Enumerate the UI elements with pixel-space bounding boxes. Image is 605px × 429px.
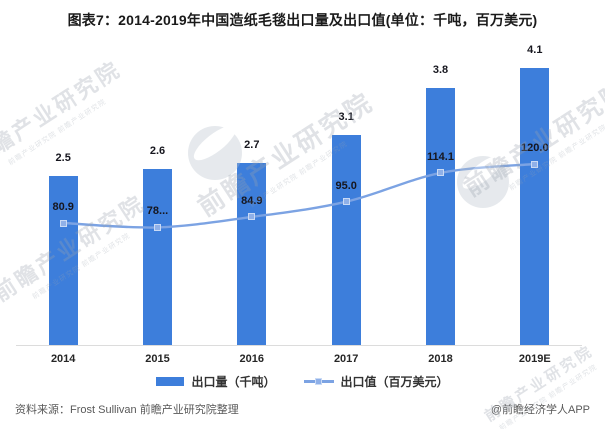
x-axis-line <box>16 345 582 346</box>
legend: 出口量（千吨） 出口值（百万美元） <box>0 372 605 390</box>
line-value-label: 80.9 <box>52 201 74 213</box>
x-axis-label-2017: 2017 <box>333 353 359 365</box>
bar-value-label: 2.5 <box>55 152 71 164</box>
bar-2019E <box>520 67 550 345</box>
bar-2018 <box>426 88 455 345</box>
line-series-swatch <box>303 377 334 385</box>
line-marker-2015 <box>154 223 161 231</box>
line-value-label: 95.0 <box>335 179 357 192</box>
x-axis-label-2014: 2014 <box>50 353 76 365</box>
x-axis-label-2019E: 2019E <box>518 353 551 365</box>
bar-2015 <box>143 169 172 345</box>
line-marker-2017 <box>342 198 350 206</box>
bar-series-swatch <box>156 376 185 386</box>
x-axis-label-2018: 2018 <box>428 353 453 365</box>
bar-value-label: 2.7 <box>244 138 260 151</box>
line-marker-2019E <box>531 160 539 168</box>
chart-title: 图表7：2014-2019年中国造纸毛毯出口量及出口值(单位：千吨，百万美元) <box>67 12 538 28</box>
line-marker-2018 <box>437 169 444 177</box>
bar-2017 <box>331 135 361 345</box>
line-marker-2016 <box>248 213 256 221</box>
line-value-label: 78... <box>146 205 169 218</box>
bar-2016 <box>237 162 267 345</box>
source-note: 资料来源：Frost Sullivan 前瞻产业研究院整理 <box>15 404 239 416</box>
footer: 资料来源：Frost Sullivan 前瞻产业研究院整理 @前瞻经济学人APP <box>0 401 605 417</box>
legend-label-export-value: 出口值（百万美元） <box>340 374 449 389</box>
line-value-label: 120.0 <box>521 142 549 154</box>
bar-value-label: 2.6 <box>149 145 166 158</box>
legend-label-export-volume: 出口量（千吨） <box>191 374 276 389</box>
x-axis-label-2016: 2016 <box>239 353 265 365</box>
bar-value-label: 3.1 <box>338 111 354 124</box>
x-axis-label-2015: 2015 <box>145 353 170 365</box>
legend-item-export-value: 出口值（百万美元） <box>303 373 449 390</box>
line-value-label: 84.9 <box>241 194 263 207</box>
legend-item-export-volume: 出口量（千吨） <box>156 373 276 390</box>
line-marker-swatch-icon <box>314 377 322 385</box>
bar-value-label: 3.8 <box>432 64 449 77</box>
bar-value-label: 4.1 <box>527 43 543 56</box>
line-value-label: 114.1 <box>427 150 454 163</box>
line-marker-2014 <box>59 219 67 227</box>
credit-note: @前瞻经济学人APP <box>490 404 590 416</box>
